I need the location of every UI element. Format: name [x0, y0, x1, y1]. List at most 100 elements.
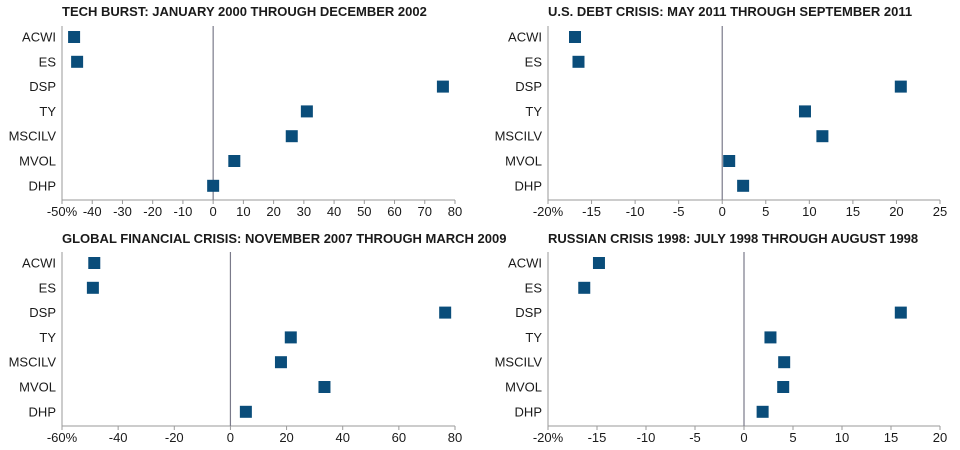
- panel-title: TECH BURST: JANUARY 2000 THROUGH DECEMBE…: [62, 4, 427, 19]
- category-label: ACWI: [508, 30, 542, 45]
- category-label: DSP: [29, 79, 56, 94]
- category-label: MSCILV: [9, 129, 57, 144]
- data-point-dhp: [737, 179, 750, 192]
- x-tick-label: 20: [266, 204, 280, 219]
- data-point-mscilv: [778, 356, 791, 369]
- x-tick-label: -20%: [533, 204, 564, 219]
- data-point-mscilv: [274, 356, 287, 369]
- x-tick-label: 0: [740, 430, 747, 445]
- category-label: DHP: [515, 404, 542, 419]
- x-tick-label: 20: [279, 430, 293, 445]
- category-label: DHP: [29, 404, 56, 419]
- x-tick-label: 70: [418, 204, 432, 219]
- x-tick-label: 0: [227, 430, 234, 445]
- x-tick-label: -5: [689, 430, 701, 445]
- x-tick-label: 20: [889, 204, 903, 219]
- data-point-dsp: [894, 80, 907, 93]
- category-label: TY: [39, 330, 56, 345]
- data-point-ty: [284, 331, 297, 344]
- x-tick-label: 15: [846, 204, 860, 219]
- x-tick-label: -30: [113, 204, 132, 219]
- x-tick-label: -10: [626, 204, 645, 219]
- x-tick-label: -40: [83, 204, 102, 219]
- panel-us-debt-crisis: U.S. DEBT CRISIS: MAY 2011 THROUGH SEPTE…: [495, 4, 948, 219]
- data-point-es: [86, 281, 99, 294]
- x-tick-label: 10: [835, 430, 849, 445]
- x-tick-label: 80: [448, 204, 462, 219]
- data-point-dhp: [207, 179, 220, 192]
- panel-title: GLOBAL FINANCIAL CRISIS: NOVEMBER 2007 T…: [62, 231, 506, 246]
- category-label: MSCILV: [495, 355, 543, 370]
- x-tick-label: 15: [884, 430, 898, 445]
- category-label: TY: [525, 104, 542, 119]
- category-label: ES: [39, 280, 57, 295]
- data-point-mvol: [318, 381, 331, 393]
- x-tick-label: 80: [448, 430, 462, 445]
- data-point-dhp: [239, 405, 252, 418]
- x-tick-label: 40: [335, 430, 349, 445]
- category-label: ACWI: [22, 256, 56, 271]
- x-tick-label: 30: [297, 204, 311, 219]
- panel-title: RUSSIAN CRISIS 1998: JULY 1998 THROUGH A…: [548, 231, 918, 246]
- data-point-es: [71, 55, 84, 68]
- category-label: ACWI: [508, 256, 542, 271]
- category-label: MSCILV: [495, 129, 543, 144]
- x-tick-label: -60%: [47, 430, 78, 445]
- data-point-mscilv: [816, 130, 829, 143]
- x-tick-label: 0: [719, 204, 726, 219]
- data-point-es: [572, 55, 585, 68]
- category-label: ES: [39, 54, 57, 69]
- category-label: MVOL: [19, 380, 56, 395]
- data-point-ty: [764, 331, 777, 344]
- x-tick-label: -15: [582, 204, 601, 219]
- category-label: ES: [525, 280, 543, 295]
- data-point-ty: [300, 105, 313, 118]
- x-tick-label: 10: [802, 204, 816, 219]
- data-point-mvol: [723, 155, 736, 167]
- data-point-acwi: [569, 31, 582, 43]
- data-point-ty: [798, 105, 811, 118]
- data-point-dsp: [436, 80, 449, 93]
- x-tick-label: -10: [637, 430, 656, 445]
- category-label: MSCILV: [9, 355, 57, 370]
- category-label: DSP: [29, 305, 56, 320]
- category-label: DHP: [29, 178, 56, 193]
- data-point-mvol: [228, 155, 241, 167]
- x-tick-label: -40: [109, 430, 128, 445]
- data-point-acwi: [592, 257, 605, 269]
- category-label: TY: [39, 104, 56, 119]
- x-tick-label: 5: [762, 204, 769, 219]
- x-tick-label: 10: [236, 204, 250, 219]
- x-tick-label: 25: [933, 204, 947, 219]
- x-tick-label: 5: [789, 430, 796, 445]
- x-tick-label: 60: [392, 430, 406, 445]
- x-tick-label: -5: [673, 204, 685, 219]
- data-point-acwi: [68, 31, 81, 43]
- x-tick-label: 40: [327, 204, 341, 219]
- category-label: ES: [525, 54, 543, 69]
- category-label: ACWI: [22, 30, 56, 45]
- data-point-mvol: [777, 381, 790, 393]
- x-tick-label: -15: [588, 430, 607, 445]
- category-label: DSP: [515, 79, 542, 94]
- data-point-es: [578, 281, 591, 294]
- data-point-dhp: [756, 405, 769, 418]
- category-label: MVOL: [505, 154, 542, 169]
- category-label: DHP: [515, 178, 542, 193]
- x-tick-label: -20: [165, 430, 184, 445]
- panel-tech-burst: TECH BURST: JANUARY 2000 THROUGH DECEMBE…: [9, 4, 463, 219]
- x-tick-label: 20: [933, 430, 947, 445]
- panel-title: U.S. DEBT CRISIS: MAY 2011 THROUGH SEPTE…: [548, 4, 912, 19]
- data-point-dsp: [439, 306, 452, 319]
- x-tick-label: 60: [387, 204, 401, 219]
- category-label: TY: [525, 330, 542, 345]
- x-tick-label: 0: [210, 204, 217, 219]
- x-tick-label: 50: [357, 204, 371, 219]
- data-point-dsp: [894, 306, 907, 319]
- category-label: MVOL: [19, 154, 56, 169]
- panel-global-financial-crisis: GLOBAL FINANCIAL CRISIS: NOVEMBER 2007 T…: [9, 231, 507, 445]
- x-tick-label: -20: [143, 204, 162, 219]
- x-tick-label: -20%: [533, 430, 564, 445]
- x-tick-label: -50%: [47, 204, 78, 219]
- x-tick-label: -10: [174, 204, 193, 219]
